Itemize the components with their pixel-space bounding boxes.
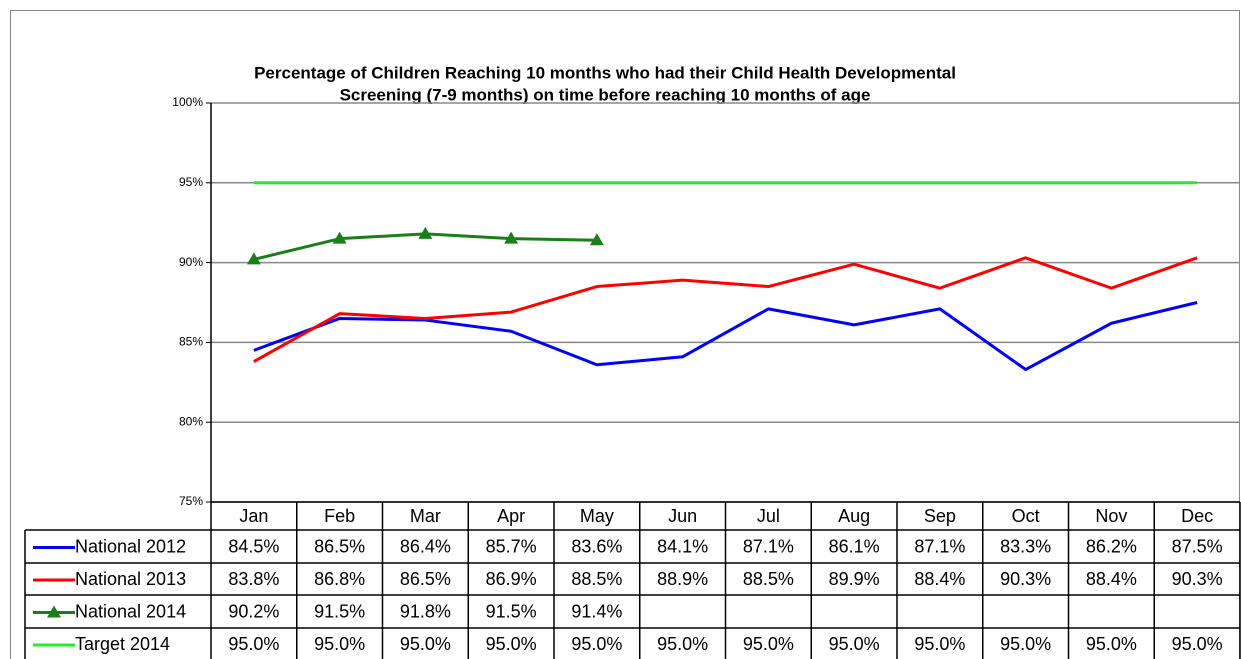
table-value: 95.0% [1086,634,1137,654]
table-value: 86.5% [314,536,365,556]
x-tick-label: Nov [1095,506,1127,526]
table-value: 95.0% [1000,634,1051,654]
marker [504,231,519,244]
table-value: 86.4% [400,536,451,556]
table-value: 86.8% [314,569,365,589]
table-value: 95.0% [400,634,451,654]
x-tick-label: Oct [1012,506,1040,526]
table-value: 86.1% [829,536,880,556]
chart-title: Screening (7-9 months) on time before re… [340,85,871,104]
x-tick-label: Dec [1181,506,1213,526]
y-tick-label: 100% [172,95,203,109]
x-tick-label: Aug [838,506,870,526]
table-value: 88.5% [743,569,794,589]
table-value: 87.1% [743,536,794,556]
table-value: 88.9% [657,569,708,589]
legend-label: National 2012 [75,536,186,556]
table-value: 95.0% [743,634,794,654]
table-value: 95.0% [829,634,880,654]
table-value: 88.5% [571,569,622,589]
table-value: 91.4% [571,601,622,621]
table-value: 86.9% [486,569,537,589]
table-value: 88.4% [1086,569,1137,589]
table-value: 95.0% [571,634,622,654]
y-tick-label: 90% [179,255,203,269]
table-value: 91.5% [486,601,537,621]
table-value: 95.0% [914,634,965,654]
table-value: 90.3% [1172,569,1223,589]
chart-title: Percentage of Children Reaching 10 month… [254,63,956,82]
table-value: 95.0% [1172,634,1223,654]
marker [246,252,261,265]
table-value: 90.3% [1000,569,1051,589]
chart-border [10,10,1240,659]
table-value: 95.0% [314,634,365,654]
table-value: 87.1% [914,536,965,556]
table-value: 85.7% [486,536,537,556]
marker [332,231,347,244]
table-value: 88.4% [914,569,965,589]
x-tick-label: Feb [324,506,355,526]
table-value: 84.1% [657,536,708,556]
legend-label: Target 2014 [75,634,170,654]
table-value: 84.5% [228,536,279,556]
x-tick-label: Mar [410,506,441,526]
table-value: 91.8% [400,601,451,621]
table-value: 86.5% [400,569,451,589]
x-tick-label: Jun [668,506,697,526]
legend-label: National 2014 [75,601,186,621]
table-value: 89.9% [829,569,880,589]
x-tick-label: Apr [497,506,525,526]
marker [589,233,604,246]
y-tick-label: 75% [179,494,203,508]
table-value: 95.0% [657,634,708,654]
table-value: 83.6% [571,536,622,556]
legend-label: National 2013 [75,569,186,589]
x-tick-label: Jan [239,506,268,526]
y-tick-label: 85% [179,335,203,349]
x-tick-label: Sep [924,506,956,526]
table-value: 90.2% [228,601,279,621]
table-value: 83.8% [228,569,279,589]
x-tick-label: Jul [757,506,780,526]
marker [418,226,433,239]
table-value: 91.5% [314,601,365,621]
table-value: 95.0% [228,634,279,654]
table-value: 83.3% [1000,536,1051,556]
table-value: 95.0% [486,634,537,654]
y-tick-label: 95% [179,175,203,189]
series-line [253,301,1198,372]
series-line [253,256,1198,363]
y-tick-label: 80% [179,414,203,428]
table-value: 87.5% [1172,536,1223,556]
table-value: 86.2% [1086,536,1137,556]
marker [47,605,61,618]
x-tick-label: May [580,506,614,526]
